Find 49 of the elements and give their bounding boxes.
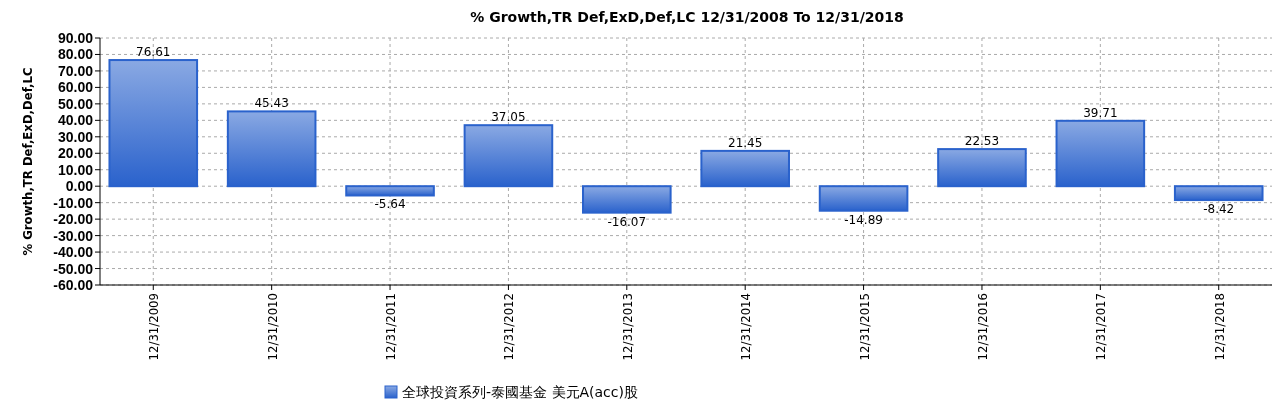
x-tick-label: 12/31/2018 (1211, 293, 1227, 361)
x-tick-label: 12/31/2011 (383, 293, 399, 361)
bar (226, 110, 317, 188)
chart-title: % Growth,TR Def,ExD,Def,LC 12/31/2008 To 12/31/2018 (470, 9, 904, 25)
legend-label: 全球投資系列-泰國基金 美元A(acc)股 (402, 384, 638, 400)
y-tick-label: 30.00 (57, 128, 94, 145)
x-tick-label: 12/31/2009 (146, 293, 162, 361)
y-tick-label: 20.00 (57, 145, 94, 162)
x-tick-label: 12/31/2014 (738, 293, 754, 361)
x-tick-label: 12/31/2017 (1093, 293, 1109, 361)
y-tick-label: 40.00 (57, 112, 94, 129)
data-label: 39.71 (1083, 105, 1118, 120)
bar (1055, 119, 1146, 188)
x-tick-label: 12/31/2016 (974, 293, 990, 361)
y-tick-label: 10.00 (57, 161, 94, 178)
data-label: 45.43 (254, 96, 289, 111)
y-tick-label: 80.00 (57, 46, 94, 63)
y-tick-label: -30.00 (53, 227, 94, 244)
x-tick-label: 12/31/2012 (501, 293, 517, 361)
x-tick-label: 12/31/2015 (856, 293, 872, 361)
y-tick-label: 90.00 (57, 30, 94, 46)
bar (345, 185, 435, 197)
y-tick-label: -60.00 (53, 277, 94, 293)
y-tick-label: -10.00 (53, 194, 94, 211)
bar (108, 59, 199, 188)
data-label: -8.42 (1203, 202, 1235, 217)
y-tick-label: -40.00 (53, 244, 94, 261)
y-tick-label: 70.00 (57, 62, 94, 79)
y-tick-label: 0.00 (65, 178, 94, 195)
y-tick-label: -20.00 (53, 211, 94, 228)
bar (1173, 185, 1264, 202)
bar (463, 124, 554, 188)
bar (700, 149, 790, 188)
data-label: -5.64 (374, 197, 406, 212)
data-label: 37.05 (491, 110, 526, 125)
y-tick-label: -50.00 (53, 260, 94, 277)
x-tick-label: 12/31/2013 (619, 293, 635, 361)
y-tick-label: 50.00 (57, 95, 94, 112)
x-tick-label: 12/31/2010 (264, 293, 280, 361)
y-axis-title: % Growth,TR Def,ExD,Def,LC (20, 67, 35, 256)
data-label: -16.07 (607, 214, 647, 229)
data-label: 22.53 (964, 134, 1000, 149)
data-label: -14.89 (844, 212, 883, 227)
bar (818, 185, 909, 212)
data-label: 76.61 (136, 45, 171, 60)
data-label: 21.45 (728, 135, 763, 150)
y-tick-label: 60.00 (57, 79, 94, 96)
bar (937, 148, 1027, 188)
bar (582, 185, 672, 214)
